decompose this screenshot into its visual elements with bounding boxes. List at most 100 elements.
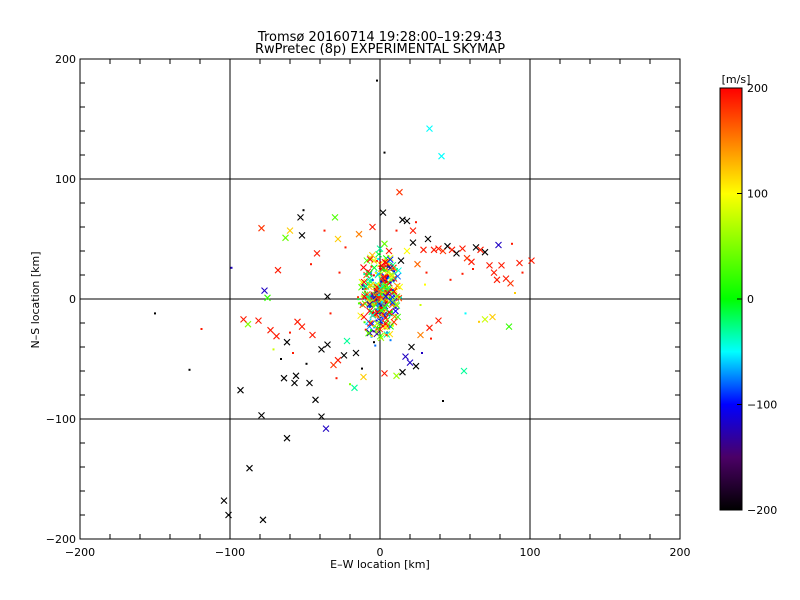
data-point-cross: [330, 361, 337, 369]
data-point-cross: [468, 258, 475, 266]
cluster-point-dot: [381, 294, 384, 297]
data-point-cross: [403, 217, 411, 225]
cluster-point-dot: [373, 304, 376, 307]
cluster-point-dot: [372, 330, 375, 333]
data-point-dot: [395, 229, 398, 232]
cluster-point-dot: [357, 296, 360, 299]
cluster-point-dot: [386, 275, 389, 278]
cluster-point-cross: [361, 293, 368, 301]
cluster-point-cross: [370, 264, 378, 272]
data-point-dot: [323, 229, 326, 232]
data-point-dot: [514, 292, 516, 294]
chart-title: Tromsø 20160714 19:28:00–19:29:43: [257, 30, 502, 45]
data-point-dot: [511, 242, 513, 245]
x-axis-label: E–W location [km]: [330, 558, 430, 571]
y-tick-label: 200: [55, 53, 76, 66]
cluster-point-cross: [388, 273, 396, 280]
data-point-cross: [420, 246, 427, 254]
cluster-point-dot: [388, 296, 391, 299]
x-tick-label: −200: [65, 546, 95, 559]
data-point-dot: [344, 246, 347, 249]
cluster-point-cross: [366, 256, 374, 263]
data-point-dot: [415, 221, 417, 224]
data-point-cross: [438, 152, 445, 160]
data-point-cross: [379, 209, 387, 216]
cluster-point-dot: [377, 316, 380, 319]
cluster-point-dot: [370, 320, 373, 323]
data-points: [154, 79, 535, 524]
data-point-cross: [351, 384, 358, 392]
data-point-cross: [406, 359, 414, 366]
data-point-cross: [459, 245, 466, 252]
data-point-cross: [237, 386, 244, 394]
cluster-point-dot: [400, 296, 403, 299]
cluster-point-cross: [382, 320, 390, 327]
data-point-cross: [498, 262, 505, 269]
cluster-point-dot: [370, 329, 373, 332]
cluster-point-dot: [392, 324, 395, 327]
data-point-cross: [495, 241, 502, 249]
data-point-cross: [528, 257, 535, 264]
colorbar-tick-label: 100: [747, 188, 768, 201]
data-point-cross: [448, 246, 456, 254]
cluster-point-cross: [360, 264, 367, 271]
colorbar-tick-label: −100: [747, 399, 777, 412]
data-point-cross: [298, 232, 306, 239]
cluster-point-dot: [374, 271, 377, 274]
data-point-cross: [318, 413, 325, 420]
data-point-cross: [396, 188, 403, 196]
cluster-point-dot: [364, 287, 367, 290]
data-point-cross: [313, 250, 321, 257]
data-point-cross: [280, 374, 288, 382]
data-point-dot: [464, 312, 467, 315]
cluster-point-cross: [372, 310, 380, 318]
data-point-cross: [444, 242, 451, 250]
cluster-point-cross: [369, 312, 376, 319]
cluster-point-cross: [378, 262, 386, 270]
cluster-point-cross: [384, 289, 391, 297]
cluster-point-cross: [365, 270, 373, 278]
cluster-point-cross: [366, 320, 374, 327]
data-point-cross: [489, 313, 496, 321]
cluster-point-dot: [385, 280, 388, 283]
data-point-cross: [505, 323, 513, 330]
cluster-point-dot: [387, 276, 390, 279]
y-tick-label: 0: [69, 293, 76, 306]
cluster-point-dot: [377, 257, 380, 260]
data-point-cross: [414, 260, 421, 268]
cluster-point-dot: [363, 285, 366, 288]
data-point-cross: [399, 368, 406, 376]
y-tick-label: −100: [46, 413, 76, 426]
cluster-point-dot: [381, 325, 384, 328]
data-point-cross: [408, 343, 415, 351]
cluster-point-dot: [377, 294, 380, 297]
cluster-point-cross: [389, 299, 397, 307]
cluster-point-dot: [369, 272, 372, 275]
data-point-dot: [292, 352, 294, 354]
data-point-dot: [154, 312, 156, 315]
colorbar-ticks: 200 100 0 −100 −200: [737, 82, 777, 517]
data-point-cross: [403, 247, 411, 255]
data-point-cross: [312, 396, 319, 404]
data-point-cross: [355, 230, 363, 238]
cluster-point-dot: [376, 312, 379, 315]
data-point-cross: [493, 276, 501, 284]
cluster-point-cross: [373, 320, 381, 327]
cluster-point-dot: [378, 296, 381, 299]
cluster-point-dot: [375, 289, 378, 292]
cluster-point-dot: [386, 318, 389, 321]
cluster-point-dot: [385, 334, 388, 337]
cluster-point-dot: [384, 265, 387, 268]
cluster-point-dot: [357, 298, 360, 301]
y-axis-ticks: −200 −100 0 100 200: [46, 53, 680, 546]
cluster-point-dot: [380, 280, 383, 283]
cluster-point-dot: [389, 281, 392, 284]
cluster-point-cross: [367, 281, 375, 289]
data-point-cross: [258, 224, 265, 232]
cluster-point-dot: [383, 291, 386, 294]
cluster-point-dot: [381, 312, 384, 315]
cluster-point-dot: [375, 331, 378, 334]
cluster-point-dot: [375, 319, 378, 322]
cluster-point-dot: [380, 292, 383, 295]
data-point-cross: [385, 247, 393, 255]
